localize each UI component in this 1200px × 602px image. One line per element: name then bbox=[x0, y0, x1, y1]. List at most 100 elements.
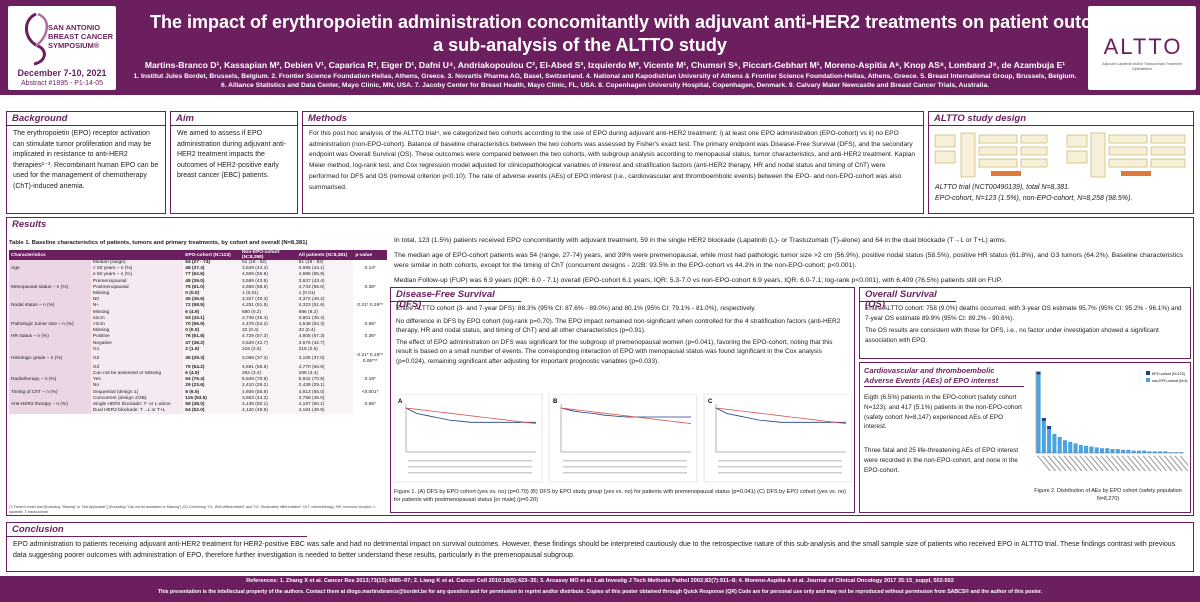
table-cell: 47 (38.2) bbox=[183, 340, 240, 347]
table-row: Timing of ChT – n (%) Sequential (design … bbox=[9, 389, 387, 396]
table-cell: 0.36* bbox=[353, 334, 387, 341]
ae-distribution-chart: EPO-cohort (N=123) non-EPO-cohort (N=8,14… bbox=[1035, 371, 1188, 472]
table-cell: 4,120 (49.9) bbox=[239, 408, 297, 415]
table-cell: N+ bbox=[90, 303, 184, 310]
os-title: Overall Survival (OS) bbox=[860, 288, 956, 310]
methods-text: For this post hoc analysis of the ALTTO … bbox=[309, 130, 916, 191]
design-caption-2: EPO-cohort, N=123 (1.5%), non-EPO-cohort… bbox=[935, 195, 1133, 202]
table-cell: 36 (29.3) bbox=[183, 352, 240, 365]
table-cell: 4,323 (51.6) bbox=[296, 303, 354, 310]
table-cell bbox=[9, 395, 91, 402]
table-cell: 4,548 (54.3) bbox=[296, 321, 354, 329]
table-cell: 686 (8.2) bbox=[296, 309, 354, 316]
os-text-1: Entire ALTTO cohort: 758 (9.0%) deaths o… bbox=[865, 305, 1182, 322]
background-text: The erythropoietin (EPO) receptor activa… bbox=[13, 130, 159, 190]
table-cell: 3,576 (42.7) bbox=[296, 340, 354, 347]
poster-header bbox=[0, 0, 1200, 95]
conclusion-title: Conclusion bbox=[7, 523, 307, 537]
table-cell: 3,372 (40.2) bbox=[296, 297, 354, 304]
design-caption-1: ALTTO trial (NCT00490139), total N=8,381… bbox=[935, 184, 1070, 191]
table-cell: 29 (23.6) bbox=[183, 383, 240, 390]
results-para-2: The median age of EPO-cohort patients wa… bbox=[394, 252, 1184, 269]
table-cell: 1 (0.01) bbox=[296, 290, 354, 298]
ae-bar bbox=[1036, 374, 1041, 453]
aim-title: Aim bbox=[171, 112, 297, 126]
table-cell bbox=[353, 383, 387, 390]
table-cell: 6 (4.9) bbox=[183, 371, 240, 378]
table-cell: 3,589 (43.5) bbox=[239, 278, 297, 285]
ae-legend-label: non-EPO-cohort (N=8,147) bbox=[1152, 379, 1188, 383]
table-cell: 51 (18 - 82) bbox=[296, 260, 354, 267]
study-design-diagram bbox=[934, 132, 1186, 178]
table-cell bbox=[9, 340, 91, 347]
ae-bar bbox=[1094, 447, 1099, 453]
table-cell bbox=[9, 297, 91, 304]
footer-notice: This presentation is the intellectual pr… bbox=[157, 589, 1043, 595]
ae-bar bbox=[1173, 452, 1179, 453]
table-cell: 94 (76.4) bbox=[183, 377, 240, 384]
table-cell: 3,768 (45.0) bbox=[296, 395, 354, 402]
table-cell: Postmenopausal bbox=[90, 284, 184, 291]
table-cell: 4,686 (55.9) bbox=[296, 272, 354, 279]
table-cell bbox=[353, 297, 387, 304]
dfs-text-2: No difference in DFS by EPO cohort (log-… bbox=[396, 317, 841, 335]
table-cell bbox=[353, 371, 387, 378]
footer-references: References: 1. Zhang X et al. Cancer Res… bbox=[246, 578, 954, 584]
table-cell: 4,605 (55.8) bbox=[239, 389, 297, 396]
table-cell bbox=[353, 408, 387, 415]
table-row: ≥ 50 years – n (%) 77 (62.6) 4,609 (55.8) 4… bbox=[9, 272, 387, 279]
table-cell: 0.21* 0.26** bbox=[353, 303, 387, 310]
table-header-cell: p-value bbox=[353, 250, 387, 260]
table-cell: 4,613 (55.0) bbox=[296, 389, 354, 396]
table-row: Anti-HER2 therapy – n (%) Single HER2 blo… bbox=[9, 401, 387, 409]
ae-bar bbox=[1089, 446, 1094, 453]
km-panel-label: C bbox=[708, 399, 713, 405]
table-cell: G3 bbox=[90, 364, 184, 371]
table-cell: 4,691 (56.8) bbox=[239, 364, 297, 371]
table-cell: 79 (64.2) bbox=[183, 364, 240, 371]
ae-bar bbox=[1142, 450, 1147, 453]
table-cell: 3,529 (42.7) bbox=[239, 340, 297, 347]
baseline-table: Characteristics EPO-cohort (N=123) Non-EPO… bbox=[9, 250, 387, 415]
ae-section: Cardiovascular and thromboembolic Advers… bbox=[859, 362, 1191, 513]
table-cell bbox=[353, 346, 387, 353]
table-cell bbox=[353, 340, 387, 347]
table-cell: 5,848 (70.8) bbox=[239, 377, 297, 384]
table-row: Age < 50 years – n (%) 48 (37.4) 3,649 (44.… bbox=[9, 266, 387, 273]
sabcs-line2: BREAST CANCER bbox=[48, 32, 114, 41]
table-cell: Missing bbox=[90, 290, 184, 298]
ae-bar bbox=[1110, 449, 1115, 453]
table-row: Pathologic tumor size – n (%) >2cm 70 (56.… bbox=[9, 321, 387, 329]
table-cell bbox=[9, 346, 91, 353]
table-cell: 48 (37.4) bbox=[183, 266, 240, 273]
table-cell: 3,748 (45.4) bbox=[239, 315, 297, 322]
table-cell: 3,649 (44.2) bbox=[239, 266, 297, 273]
table-cell: Histologic grade – n (%) bbox=[9, 352, 91, 365]
table-row: Negative 47 (38.2) 3,529 (42.7) 3,576 (42.7… bbox=[9, 340, 387, 347]
conference-dates: December 7-10, 2021 bbox=[17, 68, 107, 78]
table-cell: N0 bbox=[90, 297, 184, 304]
ae-title-1: Cardiovascular and thromboembolic bbox=[864, 366, 995, 375]
ae-bar bbox=[1179, 452, 1184, 453]
table-cell: 3,695 (44.1) bbox=[296, 266, 354, 273]
altto-logo-subtitle: Adjuvant Lapatinib and/or Trastuzumab Tr… bbox=[1102, 62, 1182, 71]
table-cell: 48 (39.0) bbox=[183, 278, 240, 285]
study-design-section: ALTTO study design ALTTO trial (NCT00490… bbox=[928, 111, 1194, 214]
table-cell: No bbox=[90, 383, 184, 390]
table-cell: 2,410 (29.2) bbox=[239, 383, 297, 390]
table-cell: 3,069 (37.2) bbox=[239, 352, 297, 365]
table-cell bbox=[353, 260, 387, 267]
table-row: Nodal status – n (%) N+ 72 (58.5) 4,251 (51… bbox=[9, 303, 387, 310]
table1-title: Table 1. Baseline characteristics of pat… bbox=[9, 240, 308, 246]
table-cell: 0.21* 0.18** 0.06*** bbox=[353, 352, 387, 365]
ae-bar bbox=[1121, 449, 1126, 453]
table-cell bbox=[353, 315, 387, 322]
dfs-figure-caption: Figure 1. (A) DFS by EPO cohort (yes vs.… bbox=[394, 489, 847, 503]
ae-text-1: Eigth (6.5%) patients in the EPO-cohort … bbox=[864, 394, 1022, 431]
results-para-1: In total, 123 (1.5%) patients received E… bbox=[394, 237, 1007, 244]
table-cell: 4,729 (57.3) bbox=[239, 334, 297, 341]
table-cell: 64 (52.0) bbox=[183, 408, 240, 415]
table-cell: 5,942 (70.9) bbox=[296, 377, 354, 384]
table-cell: >2cm bbox=[90, 321, 184, 329]
table-row: Missing 6 (4.9) 680 (8.2) 686 (8.2) bbox=[9, 309, 387, 316]
